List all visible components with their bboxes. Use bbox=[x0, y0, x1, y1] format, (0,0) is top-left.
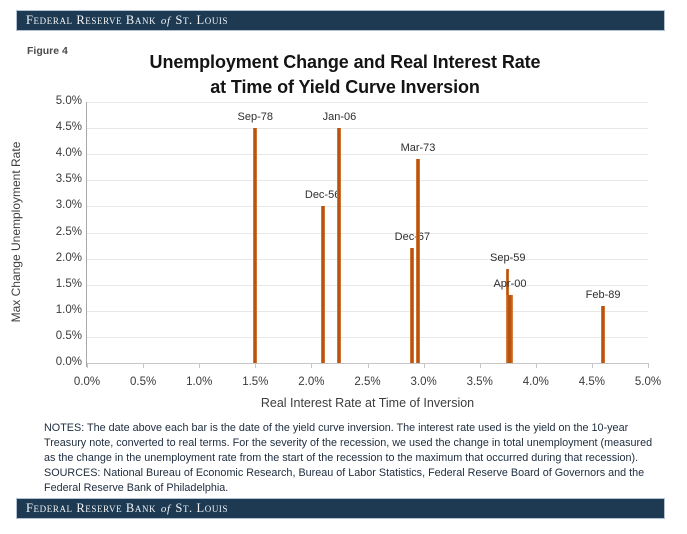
y-tick-label: 0.5% bbox=[55, 329, 82, 342]
x-tick-mark bbox=[648, 363, 649, 368]
gridline bbox=[87, 180, 648, 182]
bar bbox=[410, 248, 415, 363]
chart-title: Unemployment Change and Real Interest Ra… bbox=[50, 50, 640, 100]
header-bank-name: Federal Reserve Bank bbox=[26, 13, 157, 27]
bar-date-label: Mar-73 bbox=[400, 142, 436, 155]
gridline bbox=[87, 336, 648, 338]
x-tick-mark bbox=[199, 363, 201, 368]
y-tick-label: 4.5% bbox=[55, 121, 82, 134]
bar-date-label: Feb-89 bbox=[585, 288, 621, 301]
gridline bbox=[87, 258, 648, 260]
x-tick-mark bbox=[367, 363, 369, 368]
header-city: St. Louis bbox=[175, 13, 229, 27]
x-tick-mark bbox=[591, 363, 593, 368]
bar bbox=[253, 128, 258, 363]
notes-text: NOTES: The date above each bar is the da… bbox=[44, 422, 653, 464]
x-tick-mark bbox=[255, 363, 257, 368]
footer-bank-name: Federal Reserve Bank bbox=[26, 501, 157, 515]
footer-banner-text: Federal Reserve Bank of St. Louis bbox=[26, 501, 228, 516]
y-axis-line bbox=[86, 102, 87, 367]
chart-title-line1: Unemployment Change and Real Interest Ra… bbox=[149, 52, 541, 72]
gridline bbox=[87, 154, 648, 156]
gridline bbox=[87, 284, 648, 286]
chart-title-line2: at Time of Yield Curve Inversion bbox=[210, 77, 480, 97]
bar-date-label: Jan-06 bbox=[322, 111, 357, 124]
x-tick-mark bbox=[143, 363, 145, 368]
y-tick-label: 5.0% bbox=[55, 95, 82, 107]
header-banner-text: Federal Reserve Bank of St. Louis bbox=[26, 13, 228, 28]
bar-date-label: Dec-67 bbox=[394, 231, 431, 244]
y-tick-label: 4.0% bbox=[55, 147, 82, 160]
footer-of-word: of bbox=[160, 503, 171, 515]
y-tick-label: 3.0% bbox=[55, 199, 82, 212]
x-tick-label: 2.0% bbox=[298, 376, 325, 388]
x-tick-label: 0.0% bbox=[73, 376, 101, 388]
footer-banner: Federal Reserve Bank of St. Louis bbox=[16, 498, 665, 519]
x-tick-label: 0.5% bbox=[129, 376, 157, 388]
gridline bbox=[87, 128, 648, 130]
x-tick-label: 1.0% bbox=[186, 376, 213, 388]
bar-date-label: Dec-56 bbox=[304, 189, 341, 202]
footer-city: St. Louis bbox=[175, 501, 229, 515]
x-tick-label: 3.0% bbox=[410, 376, 437, 388]
header-banner: Federal Reserve Bank of St. Louis bbox=[16, 10, 665, 31]
x-tick-label: 4.5% bbox=[578, 376, 605, 388]
y-tick-label: 1.5% bbox=[55, 277, 82, 290]
x-tick-mark bbox=[311, 363, 313, 368]
x-tick-label: 5.0% bbox=[634, 376, 662, 388]
x-tick-label: 3.5% bbox=[466, 376, 493, 388]
x-tick-mark bbox=[479, 363, 481, 368]
header-of-word: of bbox=[160, 15, 171, 27]
x-tick-mark bbox=[535, 363, 537, 368]
x-tick-label: 2.5% bbox=[354, 376, 381, 388]
bar bbox=[320, 206, 325, 363]
gridline bbox=[87, 310, 648, 312]
bar-date-label: Sep-59 bbox=[490, 252, 526, 265]
x-tick-mark bbox=[87, 363, 88, 368]
y-axis-title: Max Change Unemployment Rate bbox=[9, 141, 23, 323]
x-tick-label: 4.0% bbox=[522, 376, 549, 388]
x-axis-title: Real Interest Rate at Time of Inversion bbox=[260, 396, 475, 410]
sources-text: SOURCES: National Bureau of Economic Res… bbox=[44, 467, 645, 494]
y-tick-label: 2.0% bbox=[55, 251, 82, 264]
bar bbox=[337, 128, 342, 363]
notes-block: NOTES: The date above each bar is the da… bbox=[44, 421, 664, 496]
y-tick-label: 1.0% bbox=[55, 303, 82, 316]
bar-date-label: Apr-00 bbox=[493, 278, 527, 291]
y-tick-label: 3.5% bbox=[55, 173, 82, 186]
gridline bbox=[87, 232, 648, 234]
x-tick-label: 1.5% bbox=[242, 376, 269, 388]
bar bbox=[415, 159, 420, 363]
bar bbox=[506, 295, 514, 363]
y-tick-label: 0.0% bbox=[55, 356, 82, 368]
y-tick-label: 2.5% bbox=[55, 225, 82, 238]
x-tick-mark bbox=[423, 363, 425, 368]
bar bbox=[601, 305, 606, 363]
gridline bbox=[87, 102, 648, 103]
figure-label: Figure 4 bbox=[27, 45, 68, 57]
bar-date-label: Sep-78 bbox=[237, 111, 274, 124]
gridline bbox=[87, 206, 648, 208]
